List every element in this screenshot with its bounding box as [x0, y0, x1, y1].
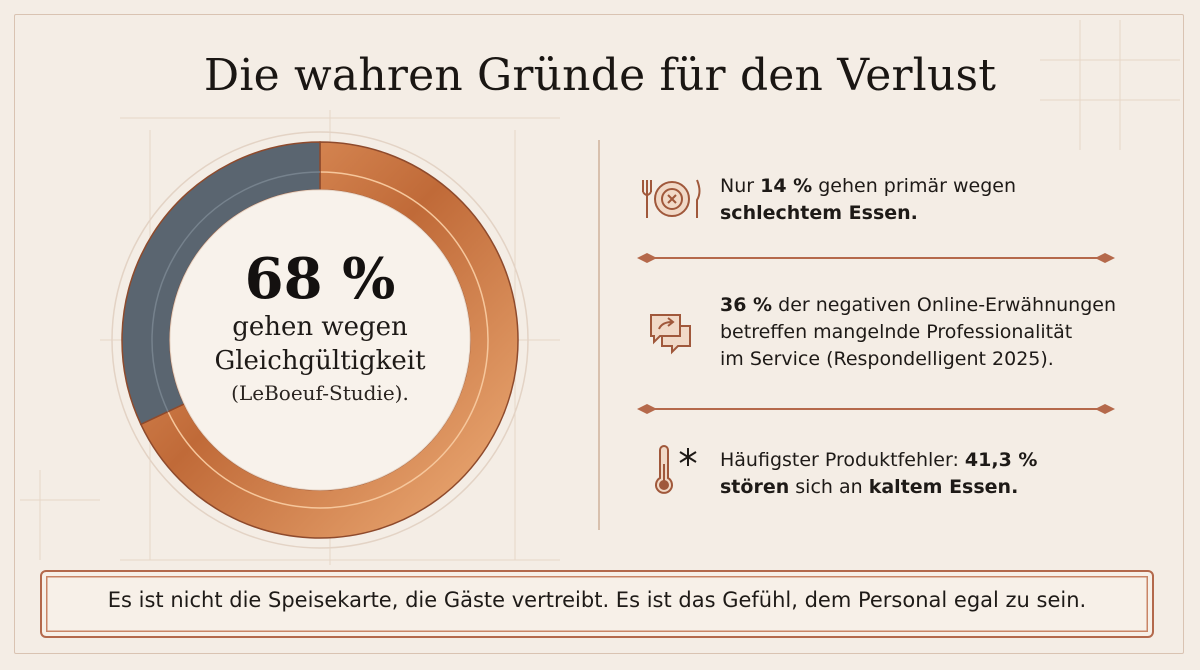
quote-box: [40, 570, 1154, 638]
stat3-pre: Häufigster Produktfehler:: [720, 449, 965, 471]
vertical-divider: [598, 140, 600, 530]
donut-chart: [111, 131, 529, 549]
quote-text: Es ist nicht die Speisekarte, die Gäste …: [107, 588, 1087, 612]
stat2-line2: betreffen mangelnde Professionalität: [720, 321, 1073, 343]
stat-cold-food: Häufigster Produktfehler: 41,3 % stören …: [720, 447, 1150, 501]
stat1-value: 14 %: [760, 175, 813, 197]
donut-center-line1: gehen wegen: [232, 312, 408, 342]
donut-center-line2: Gleichgültigkeit: [214, 346, 426, 376]
donut-segment-ring-0: [167, 171, 489, 509]
thermometer-snowflake-icon: [655, 445, 697, 494]
donut-segment-ring-1: [151, 171, 321, 412]
donut-center-source: (LeBoeuf-Studie).: [231, 381, 409, 405]
chat-bubbles-icon: [650, 314, 691, 355]
plate-fork-knife-icon: [642, 179, 701, 218]
stat3-value: 41,3 %: [964, 449, 1038, 471]
separator-1: [637, 253, 1115, 263]
stat3-line2-b: kaltem Essen.: [868, 476, 1019, 498]
stat1-mid: gehen primär wegen: [812, 175, 1016, 197]
stat2-value: 36 %: [720, 294, 773, 316]
stat2-rest: der negativen Online-Erwähnungen: [772, 294, 1117, 316]
stat3-line2-a: stören: [720, 476, 790, 498]
stat-food-quality: Nur 14 % gehen primär wegen schlechtem E…: [720, 173, 1150, 227]
donut-center-label: 68 % gehen wegen Gleichgültigkeit (LeBoe…: [150, 248, 490, 408]
page-frame: [14, 14, 1184, 654]
stat1-pre: Nur: [720, 175, 761, 197]
separator-2: [637, 404, 1115, 414]
page-title: Die wahren Gründe für den Verlust: [203, 50, 997, 101]
stat1-line2: schlechtem Essen.: [720, 202, 918, 224]
stat3-line2-mid: sich an: [789, 476, 869, 498]
stat-online-mentions: 36 % der negativen Online-Erwähnungen be…: [720, 292, 1150, 373]
donut-center-value: 68 %: [244, 246, 396, 312]
stat2-line3: im Service (Respondelligent 2025).: [720, 348, 1054, 370]
